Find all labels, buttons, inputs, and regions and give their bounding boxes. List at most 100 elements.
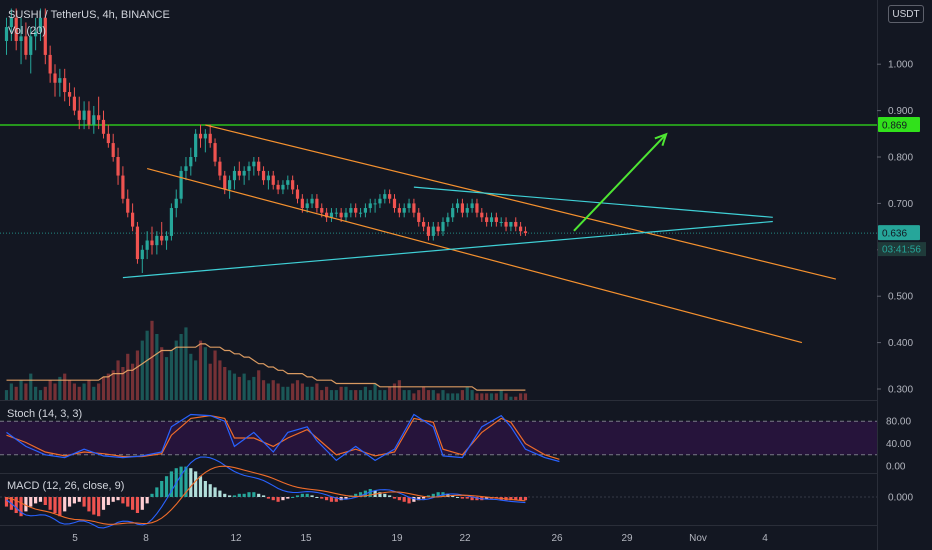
volume-bar xyxy=(160,347,164,400)
macd-histogram-bar xyxy=(329,497,334,502)
macd-histogram-bar xyxy=(106,497,110,505)
macd-histogram-bar xyxy=(378,492,382,497)
volume-bar xyxy=(82,383,86,400)
candle-body xyxy=(465,208,469,213)
macd-histogram-bar xyxy=(77,497,81,502)
volume-bar xyxy=(431,390,435,400)
volume-bar xyxy=(19,380,23,400)
candle-body xyxy=(164,235,169,241)
candle-body xyxy=(247,166,251,171)
volume-bar xyxy=(135,350,140,400)
macd-histogram-bar xyxy=(325,497,329,501)
volume-bar xyxy=(354,390,358,400)
candle-body xyxy=(397,208,401,213)
candle-body xyxy=(373,203,377,205)
candle-body xyxy=(228,180,232,190)
volume-bar xyxy=(504,393,508,400)
macd-histogram-bar xyxy=(92,497,96,515)
price-tick-label: 0.900 xyxy=(888,106,913,117)
candle-body xyxy=(169,208,173,236)
candle-body xyxy=(344,212,348,218)
macd-histogram-bar xyxy=(257,493,261,497)
candle-body xyxy=(34,31,38,37)
candle-body xyxy=(237,170,241,176)
volume-bar xyxy=(131,363,135,400)
volume-bar xyxy=(184,327,188,400)
candle-body xyxy=(63,78,67,93)
macd-histogram-bar xyxy=(179,466,183,497)
macd-histogram-bar xyxy=(310,495,314,497)
candle-body xyxy=(485,217,489,222)
stoch-tick-label: 40.00 xyxy=(886,439,911,450)
candle-body xyxy=(426,226,431,236)
volume-bar xyxy=(53,383,57,400)
stoch-d-line xyxy=(6,414,560,460)
projection-arrow-head xyxy=(654,132,668,146)
channel-lower-line xyxy=(146,168,803,344)
volume-bar xyxy=(266,383,270,400)
macd-histogram-bar xyxy=(19,497,23,517)
time-tick-label: 5 xyxy=(72,533,78,544)
candle-body xyxy=(261,170,266,181)
candle-body xyxy=(160,235,164,241)
macd-histogram-bar xyxy=(271,497,275,501)
volume-bar xyxy=(320,390,324,400)
candle-body xyxy=(320,208,324,213)
volume-bar xyxy=(228,370,232,400)
macd-histogram-bar xyxy=(67,497,72,507)
macd-histogram-bar xyxy=(388,495,392,497)
macd-histogram-bar xyxy=(407,497,411,504)
candle-body xyxy=(24,36,28,55)
channel-upper-line xyxy=(205,124,836,280)
macd-histogram-bar xyxy=(145,497,149,504)
macd-histogram-bar xyxy=(87,497,91,512)
volume-bar xyxy=(349,390,353,400)
macd-histogram-bar xyxy=(320,497,324,499)
time-tick-label: Nov xyxy=(689,533,707,544)
volume-bar xyxy=(325,386,329,400)
candle-body xyxy=(257,161,261,171)
volume-bar xyxy=(179,334,183,400)
currency-button[interactable]: USDT xyxy=(888,5,924,23)
macd-histogram-bar xyxy=(14,497,18,513)
volume-bar xyxy=(140,340,144,400)
macd-histogram-bar xyxy=(358,492,363,497)
volume-bar xyxy=(203,347,207,400)
volume-bar xyxy=(363,386,367,400)
projection-arrow xyxy=(573,133,667,232)
stoch-k-line xyxy=(6,413,560,463)
symbol-title: SUSHI / TetherUS, 4h, BINANCE xyxy=(8,9,170,21)
macd-histogram-bar xyxy=(422,497,426,499)
macd-histogram-bar xyxy=(29,497,33,507)
volume-bar xyxy=(208,363,212,400)
volume-bar xyxy=(121,367,125,400)
candle-body xyxy=(198,133,203,139)
candle-body xyxy=(509,221,513,227)
candle-body xyxy=(504,221,508,227)
volume-bar xyxy=(58,376,62,400)
candle-body xyxy=(135,226,140,260)
candle-body xyxy=(436,226,440,232)
volume-bar xyxy=(29,373,33,400)
candle-body xyxy=(184,166,188,171)
volume-bar xyxy=(97,383,101,400)
candle-body xyxy=(334,212,338,214)
volume-bar xyxy=(523,393,528,400)
volume-bar xyxy=(67,380,72,400)
candle-body xyxy=(145,240,149,250)
macd-histogram-bar xyxy=(97,497,101,517)
volume-bar xyxy=(446,393,450,400)
stoch-indicator-label: Stoch (14, 3, 3) xyxy=(7,408,83,420)
macd-histogram-bar xyxy=(121,497,125,504)
volume-bar xyxy=(300,383,304,400)
volume-bar xyxy=(169,350,173,400)
volume-bar xyxy=(261,380,266,400)
macd-histogram-bar xyxy=(24,497,28,512)
macd-histogram-bar xyxy=(426,495,431,497)
volume-bar xyxy=(334,390,338,400)
candle-body xyxy=(489,217,494,222)
candle-body xyxy=(305,203,309,209)
candle-body xyxy=(383,194,387,199)
